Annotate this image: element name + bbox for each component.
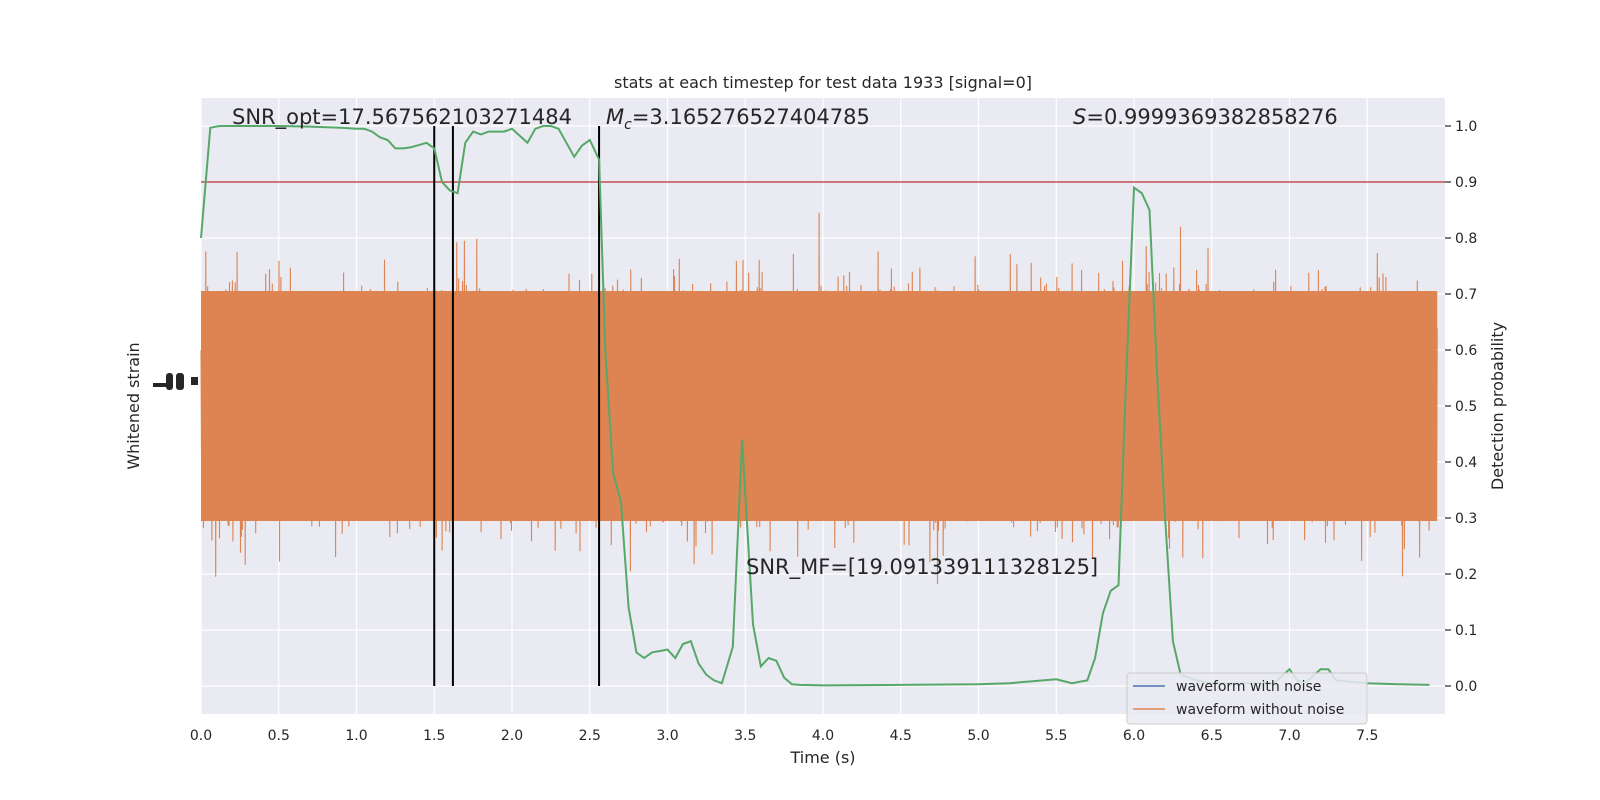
- y-tick-label: 0.2: [1455, 567, 1477, 583]
- chirp-mass-annotation: Mc=3.165276527404785: [606, 105, 870, 133]
- legend-box: [1126, 672, 1368, 725]
- x-tick-label: 0.5: [268, 728, 290, 744]
- x-tick-label: 1.0: [345, 728, 367, 744]
- strain-layer: [200, 212, 1438, 585]
- legend: waveform with noise waveform without noi…: [1126, 672, 1368, 725]
- snr-mf-annotation: SNR_MF=[19.091339111328125]: [746, 555, 1098, 580]
- chart-title: stats at each timestep for test data 193…: [614, 73, 1032, 92]
- x-axis-label: Time (s): [789, 748, 855, 767]
- x-tick-label: 1.5: [423, 728, 445, 744]
- detection-probability-line: [200, 125, 1430, 687]
- y-tick-label: 0.1: [1455, 623, 1477, 639]
- x-tick-layer: 0.0 0.5 1.0 1.5 2.0 2.5 3.0 3.5 4.0 4.5 5.0 5.5 6.0 6…: [190, 728, 1379, 744]
- x-tick-label: 3.5: [734, 728, 756, 744]
- y-tick-label: 0.0: [1455, 679, 1477, 695]
- legend-label-with-noise: waveform with noise: [1176, 679, 1321, 695]
- y-axis-label-left: Whitened strain: [124, 342, 143, 469]
- legend-label-without-noise: waveform without noise: [1176, 702, 1344, 718]
- y-tick-label: 1.0: [1455, 119, 1477, 135]
- y-axis-label-right: Detection probability: [1488, 322, 1507, 490]
- vline-layer: [433, 126, 601, 686]
- x-tick-label: 2.5: [579, 728, 601, 744]
- x-tick-label: 6.0: [1123, 728, 1145, 744]
- x-tick-label: 6.5: [1201, 728, 1223, 744]
- y-tick-label: 0.7: [1455, 287, 1477, 303]
- snr-opt-annotation: SNR_opt=17.567562103271484: [232, 105, 572, 130]
- probability-layer: [200, 125, 1430, 687]
- y-tick-label: 0.9: [1455, 175, 1477, 191]
- x-tick-label: 4.5: [890, 728, 912, 744]
- x-tick-label: 3.0: [656, 728, 678, 744]
- left-axis-ticks-cluster: [153, 373, 198, 390]
- x-tick-label: 2.0: [501, 728, 523, 744]
- waveform-dense-band: [201, 291, 1438, 521]
- x-tick-label: 0.0: [190, 728, 212, 744]
- y-tick-label: 0.5: [1455, 399, 1477, 415]
- x-tick-label: 5.5: [1045, 728, 1067, 744]
- y-tick-layer: 0.0 0.1 0.2 0.3 0.4 0.5 0.6 0.7 0.8 0.9 1.0: [1445, 119, 1477, 695]
- y-tick-label: 0.8: [1455, 231, 1477, 247]
- x-tick-label: 7.5: [1356, 728, 1378, 744]
- y-tick-label: 0.3: [1455, 511, 1477, 527]
- x-tick-label: 4.0: [812, 728, 834, 744]
- s-annotation: S=0.9999369382858276: [1073, 105, 1338, 129]
- y-tick-label: 0.4: [1455, 455, 1477, 471]
- y-tick-label: 0.6: [1455, 343, 1477, 359]
- x-tick-label: 5.0: [967, 728, 989, 744]
- x-tick-label: 7.0: [1278, 728, 1300, 744]
